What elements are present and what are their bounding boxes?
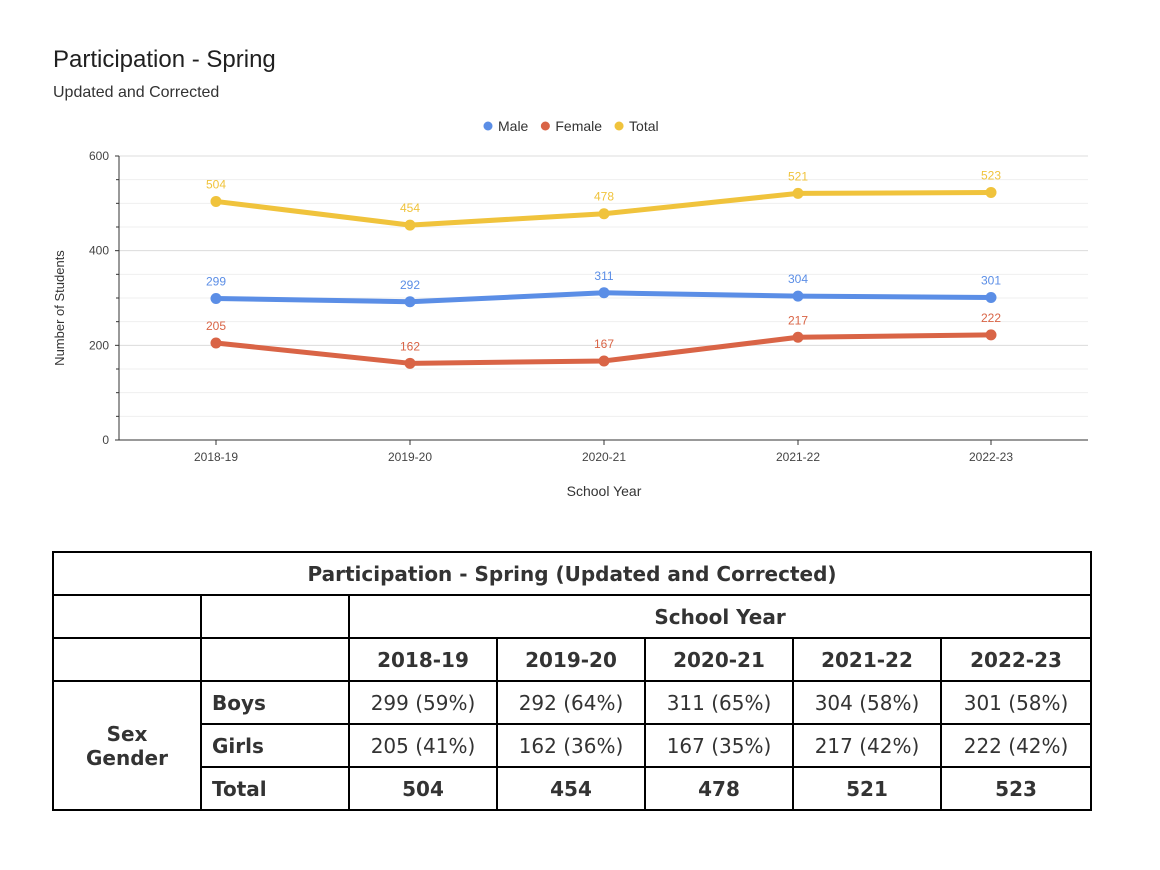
- empty-cell: [200, 637, 350, 682]
- table-cell: 301 (58%): [939, 680, 1093, 725]
- table-year-header-row: 2018-19 2019-20 2020-21 2021-22 2022-23: [52, 637, 1093, 682]
- x-tick-label: 2022-23: [969, 450, 1013, 464]
- table-cell: 217 (42%): [792, 723, 942, 768]
- line-chart: 0 200 400 600 2018-19 2019-20 2020-21 2021-22 20…: [52, 118, 1088, 499]
- x-axis-title: School Year: [567, 483, 642, 499]
- legend-label-total: Total: [629, 118, 659, 134]
- legend-label-male: Male: [498, 118, 529, 134]
- legend-marker-total: [614, 121, 624, 131]
- legend-marker-male: [483, 121, 493, 131]
- table-cell: 521: [792, 766, 942, 811]
- y-tick-label: 200: [89, 338, 109, 352]
- empty-cell: [52, 594, 202, 639]
- empty-cell: [52, 637, 202, 682]
- data-point-total: [598, 208, 610, 220]
- y-axis-title: Number of Students: [52, 250, 67, 366]
- summary-table-wrapper: Participation - Spring (Updated and Corr…: [51, 551, 1093, 811]
- row-label-boys: Boys: [200, 680, 350, 725]
- year-header: 2019-20: [496, 637, 646, 682]
- data-point-total: [404, 219, 416, 231]
- x-tick-label: 2021-22: [776, 450, 820, 464]
- gender-label: Gender: [86, 745, 168, 770]
- data-label-female: 222: [981, 311, 1001, 325]
- data-label-total: 478: [594, 190, 614, 204]
- row-label-total: Total: [200, 766, 350, 811]
- data-point-female: [404, 357, 416, 369]
- table-row: Total 504 454 478 521 523: [53, 766, 1093, 811]
- data-point-female: [792, 331, 804, 343]
- table-caption-row: Participation - Spring (Updated and Corr…: [51, 551, 1093, 596]
- data-label-female: 217: [788, 313, 808, 327]
- empty-cell: [200, 594, 350, 639]
- data-label-total: 504: [206, 177, 226, 191]
- data-point-male: [210, 292, 222, 304]
- data-point-female: [985, 329, 997, 341]
- year-header: 2022-23: [939, 637, 1093, 682]
- data-label-female: 167: [594, 337, 614, 351]
- school-year-header: School Year: [347, 594, 1093, 639]
- data-label-female: 205: [206, 319, 226, 333]
- data-point-total: [210, 195, 222, 207]
- table-cell: 205 (41%): [348, 723, 498, 768]
- data-point-total: [792, 187, 804, 199]
- table-cell: 523: [939, 766, 1093, 811]
- data-label-male: 304: [788, 272, 808, 286]
- legend-marker-female: [540, 121, 550, 131]
- data-point-female: [210, 337, 222, 349]
- data-label-total: 521: [788, 169, 808, 183]
- data-label-male: 301: [981, 274, 1001, 288]
- table-cell: 304 (58%): [792, 680, 942, 725]
- x-tick-label: 2019-20: [388, 450, 432, 464]
- data-point-male: [985, 292, 997, 304]
- legend-label-female: Female: [555, 118, 602, 134]
- table-cell: 454: [496, 766, 646, 811]
- table-group-header-row: School Year: [52, 594, 1093, 639]
- x-tick-label: 2020-21: [582, 450, 626, 464]
- sex-gender-label: Sex Gender: [52, 680, 202, 811]
- data-label-female: 162: [400, 339, 420, 353]
- x-tick-label: 2018-19: [194, 450, 238, 464]
- data-label-total: 523: [981, 168, 1001, 182]
- data-label-male: 292: [400, 278, 420, 292]
- chart-title: Participation - Spring: [53, 46, 276, 73]
- table-cell: 311 (65%): [644, 680, 794, 725]
- y-tick-label: 600: [89, 149, 109, 163]
- data-label-male: 311: [594, 269, 613, 283]
- table-cell: 478: [644, 766, 794, 811]
- data-label-male: 299: [206, 274, 226, 288]
- chart-subtitle: Updated and Corrected: [53, 84, 220, 101]
- y-tick-label: 400: [89, 244, 109, 258]
- table-cell: 167 (35%): [644, 723, 794, 768]
- summary-table: Participation - Spring (Updated and Corr…: [51, 551, 1093, 811]
- table-row: Girls 205 (41%) 162 (36%) 167 (35%) 217 …: [53, 723, 1093, 768]
- table-cell: 504: [348, 766, 498, 811]
- table-cell: 162 (36%): [496, 723, 646, 768]
- sex-label: Sex: [106, 721, 148, 746]
- table-cell: 299 (59%): [348, 680, 498, 725]
- year-header: 2021-22: [792, 637, 942, 682]
- data-point-male: [598, 287, 610, 299]
- data-point-total: [985, 186, 997, 198]
- y-tick-label: 0: [102, 433, 109, 447]
- data-point-male: [404, 296, 416, 308]
- year-header: 2018-19: [348, 637, 498, 682]
- row-label-girls: Girls: [200, 723, 350, 768]
- data-point-male: [792, 290, 804, 302]
- table-row: Sex Gender Boys 299 (59%) 292 (64%) 311 …: [52, 680, 1093, 811]
- year-header: 2020-21: [644, 637, 794, 682]
- table-cell: 292 (64%): [496, 680, 646, 725]
- table-cell: 222 (42%): [939, 723, 1093, 768]
- data-label-total: 454: [400, 201, 420, 215]
- data-point-female: [598, 355, 610, 367]
- table-caption: Participation - Spring (Updated and Corr…: [51, 551, 1093, 596]
